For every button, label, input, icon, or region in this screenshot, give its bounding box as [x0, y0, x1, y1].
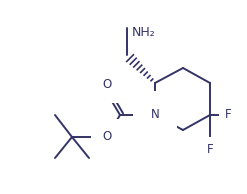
Text: N: N [151, 108, 159, 121]
Text: F: F [225, 108, 232, 121]
Text: O: O [102, 78, 112, 91]
Text: NH₂: NH₂ [132, 26, 156, 39]
Text: F: F [207, 143, 213, 156]
Text: O: O [102, 131, 112, 144]
